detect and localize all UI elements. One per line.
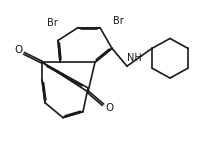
Text: Br: Br	[113, 16, 124, 26]
Text: O: O	[105, 103, 113, 113]
Text: NH: NH	[127, 53, 142, 63]
Text: O: O	[15, 45, 23, 55]
Text: Br: Br	[47, 18, 58, 28]
